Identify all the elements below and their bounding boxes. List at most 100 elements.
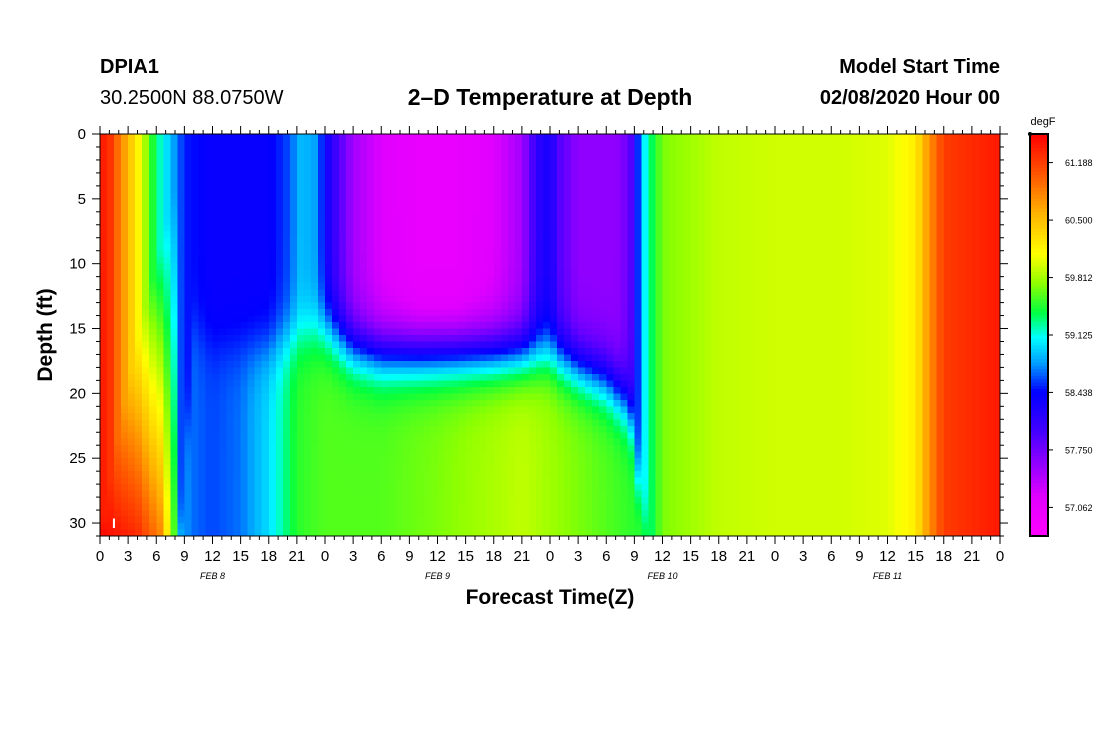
heatmap-cell [247,309,256,317]
heatmap-cell [226,490,235,498]
heatmap-cell [493,237,502,245]
heatmap-cell [205,211,214,219]
heatmap-cell [205,185,214,193]
heatmap-cell [325,373,333,381]
heatmap-cell [367,497,375,505]
heatmap-cell [240,309,249,317]
heatmap-cell [465,445,474,453]
heatmap-cell [423,250,432,258]
heatmap-cell [156,237,164,245]
heatmap-cell [339,218,347,226]
heatmap-cell [233,328,242,336]
heatmap-cell [578,503,586,511]
heatmap-cell [219,244,228,252]
heatmap-cell [374,471,382,479]
heatmap-cell [507,497,516,505]
heatmap-cell [535,510,544,518]
heatmap-cell [606,380,614,388]
heatmap-cell [275,477,284,485]
heatmap-cell [240,497,249,505]
heatmap-cell [416,309,425,317]
heatmap-cell [317,205,326,213]
heatmap-cell [486,335,495,343]
heatmap-cell [521,484,530,492]
heatmap-cell [107,302,115,310]
heatmap-cell [388,309,396,317]
heatmap-cell [170,373,178,381]
heatmap-cell [388,354,396,362]
heatmap-cell [346,231,354,239]
heatmap-cell [592,367,600,375]
heatmap-cell [641,322,650,330]
heatmap-cell [627,283,635,291]
heatmap-cell [585,451,593,459]
heatmap-cell [367,373,375,381]
heatmap-cell [353,283,361,291]
heatmap-cell [233,490,242,498]
heatmap-cell [535,399,544,407]
heatmap-cell [149,406,157,414]
heatmap-cell [339,386,347,394]
heatmap-cell [367,335,375,343]
heatmap-cell [662,159,671,168]
heatmap-cell [282,425,291,433]
heatmap-cell [353,296,361,304]
heatmap-cell [332,192,340,200]
heatmap-cell [128,289,136,297]
heatmap-cell [191,360,200,369]
heatmap-cell [655,510,664,518]
heatmap-cell [325,185,333,193]
heatmap-cell [135,283,143,291]
heatmap-cell [149,484,157,492]
heatmap-cell [634,270,643,278]
heatmap-cell [100,315,108,323]
heatmap-cell [360,153,368,161]
heatmap-cell [620,360,628,369]
heatmap-cell [479,399,488,407]
heatmap-cell [149,159,157,168]
heatmap-cell [198,231,207,239]
heatmap-cell [641,373,650,381]
heatmap-cell [282,516,291,524]
heatmap-cell [121,419,129,427]
heatmap-cell [170,263,178,271]
heatmap-cell [374,477,382,485]
heatmap-cell [571,263,579,271]
heatmap-cell [346,250,354,258]
heatmap-cell [240,484,249,492]
heatmap-cell [479,393,488,401]
heatmap-cell [212,172,221,180]
heatmap-cell [114,218,122,226]
heatmap-cell [437,146,446,155]
heatmap-cell [507,347,516,356]
heatmap-cell [465,510,474,518]
heatmap-cell [514,322,523,330]
heatmap-cell [374,438,382,446]
heatmap-cell [353,322,361,330]
heatmap-cell [388,134,396,142]
heatmap-cell [395,341,403,349]
heatmap-cell [163,380,171,388]
heatmap-cell [177,354,185,362]
heatmap-cell [233,231,242,239]
heatmap-cell [254,419,263,427]
heatmap-cell [627,529,635,537]
heatmap-cell [289,231,298,239]
heatmap-cell [360,198,368,206]
heatmap-cell [381,315,389,323]
heatmap-cell [339,425,347,433]
heatmap-cell [170,322,178,330]
heatmap-cell [402,172,410,180]
heatmap-cell [564,263,572,271]
heatmap-cell [114,198,122,206]
heatmap-cell [444,354,453,362]
heatmap-cell [339,335,347,343]
heatmap-cell [296,354,305,362]
heatmap-cell [571,432,579,440]
heatmap-cell [599,172,607,180]
heatmap-cell [205,153,214,161]
heatmap-cell [613,134,621,142]
heatmap-cell [282,134,291,142]
heatmap-cell [303,477,312,485]
heatmap-cell [430,458,439,466]
